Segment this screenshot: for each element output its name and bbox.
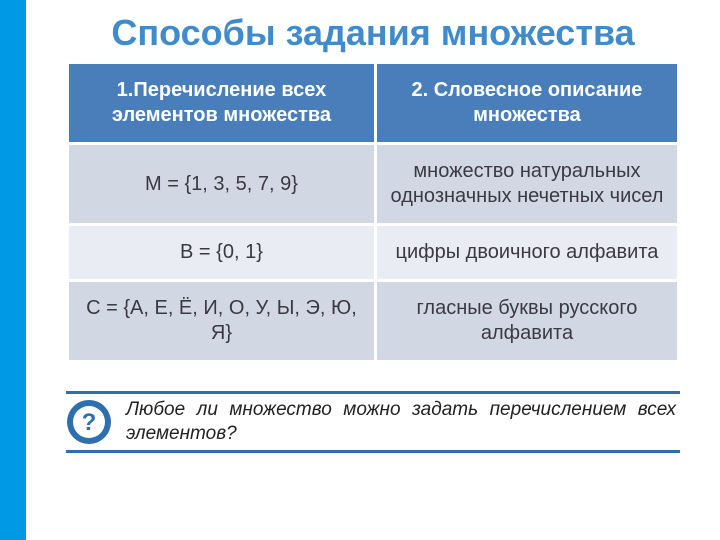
left-sidebar-stripe — [0, 0, 26, 540]
header-col-1: 1.Перечисление всех элементов множества — [69, 64, 374, 142]
methods-table: 1.Перечисление всех элементов множества … — [66, 61, 680, 363]
question-text: Любое ли множество можно задать перечисл… — [126, 398, 680, 446]
cell-enum-1: M = {1, 3, 5, 7, 9} — [69, 145, 374, 223]
question-mark-icon: ? — [66, 399, 112, 445]
table-row: В = {0, 1} цифры двоичного алфавита — [69, 226, 677, 279]
cell-enum-3: С = {А, Е, Ё, И, О, У, Ы, Э, Ю, Я} — [69, 282, 374, 360]
callout-line-bottom — [66, 450, 680, 453]
header-col-2: 2. Словесное описание множества — [377, 64, 677, 142]
svg-text:?: ? — [82, 409, 97, 436]
cell-desc-1: множество натуральных однозначных нечетн… — [377, 145, 677, 223]
slide-content: Способы задания множества 1.Перечисление… — [26, 0, 720, 540]
cell-desc-2: цифры двоичного алфавита — [377, 226, 677, 279]
question-callout: ? Любое ли множество можно задать перечи… — [66, 391, 680, 453]
page-title: Способы задания множества — [66, 12, 680, 53]
table-row: M = {1, 3, 5, 7, 9} множество натуральны… — [69, 145, 677, 223]
table-header-row: 1.Перечисление всех элементов множества … — [69, 64, 677, 142]
cell-enum-2: В = {0, 1} — [69, 226, 374, 279]
cell-desc-3: гласные буквы русского алфавита — [377, 282, 677, 360]
table-row: С = {А, Е, Ё, И, О, У, Ы, Э, Ю, Я} гласн… — [69, 282, 677, 360]
